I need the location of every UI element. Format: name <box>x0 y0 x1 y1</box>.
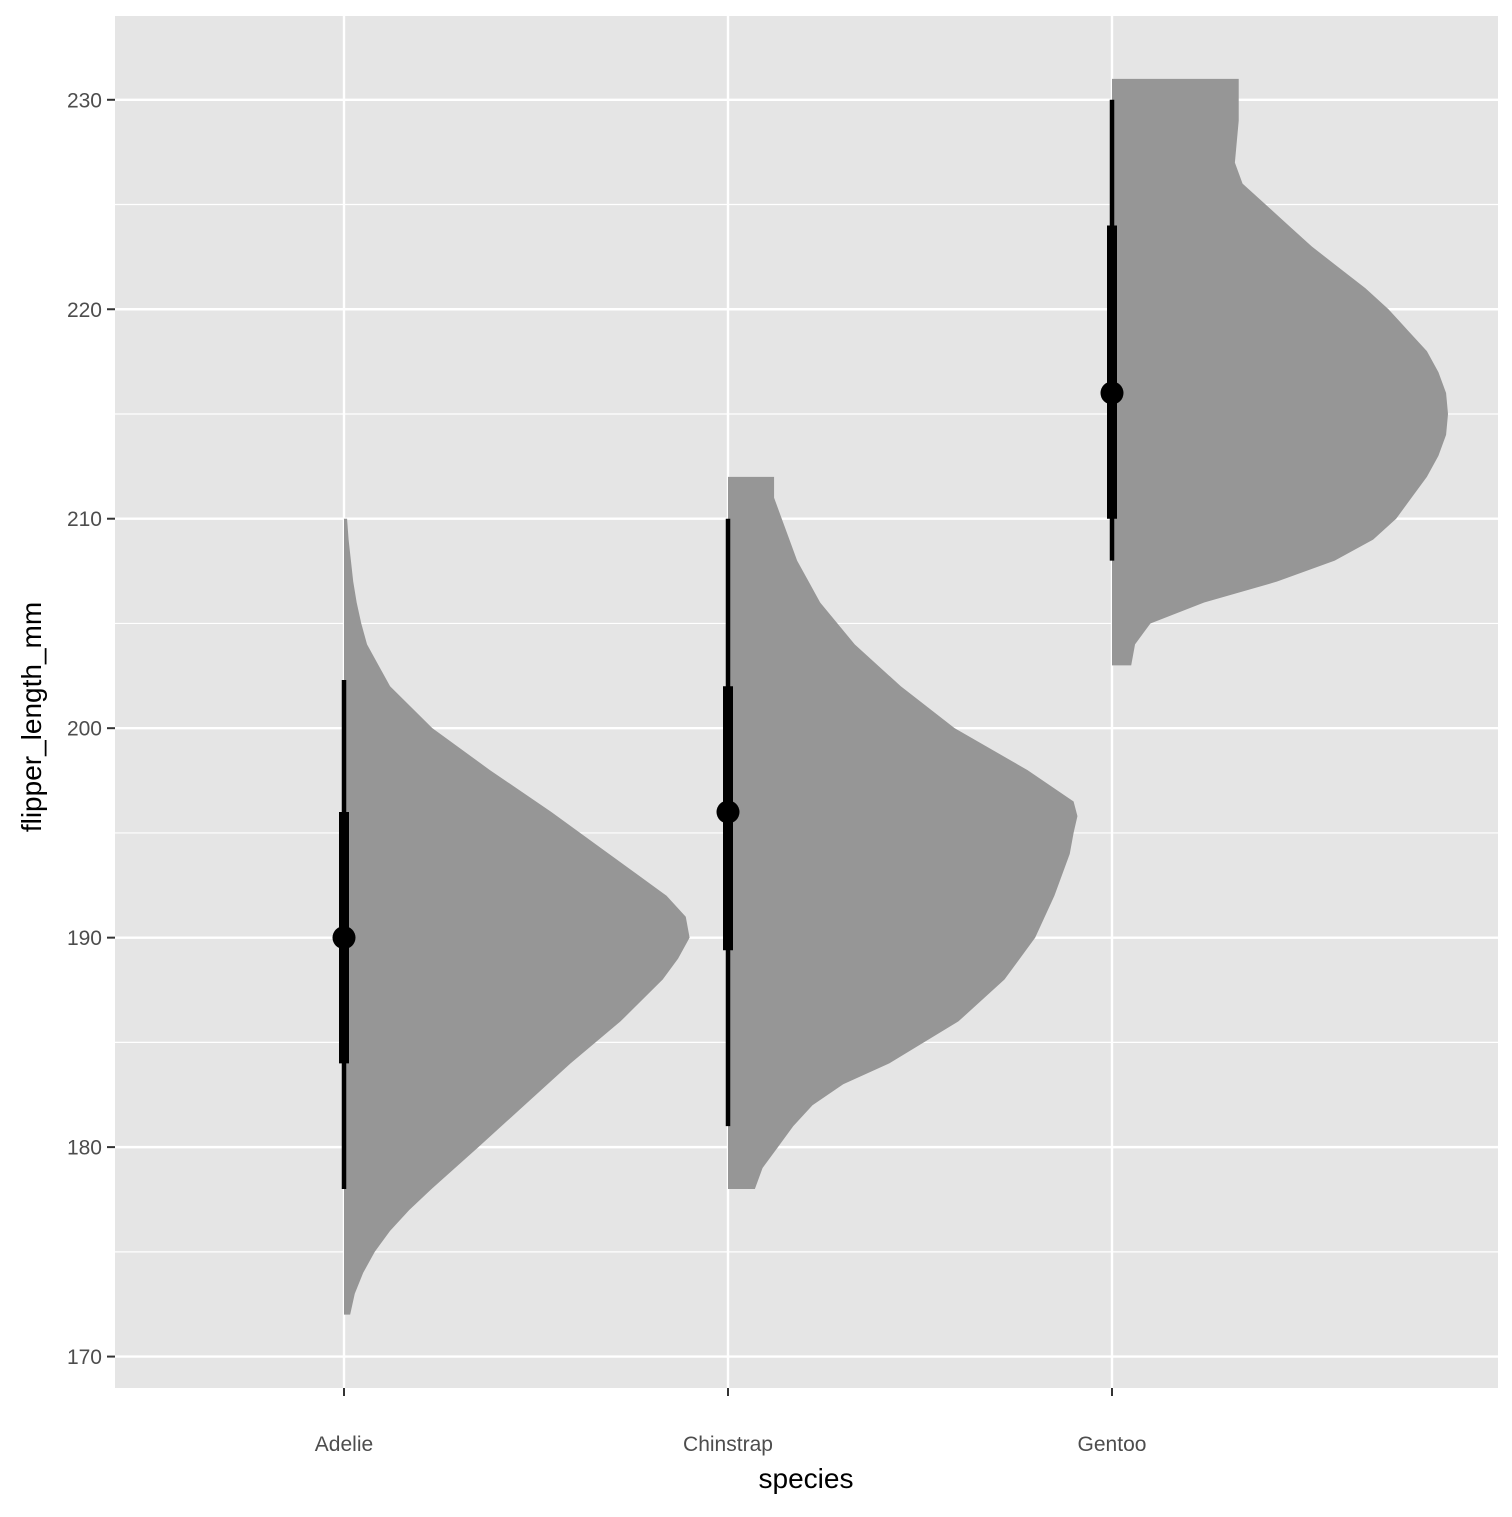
median-point-chinstrap <box>716 800 740 824</box>
density-chinstrap <box>728 476 1078 1190</box>
median-point-adelie <box>332 926 356 950</box>
x-axis: Adelie Chinstrap Gentoo <box>315 1388 1147 1456</box>
density-gentoo <box>1112 78 1448 666</box>
x-tick-label: Adelie <box>315 1433 373 1456</box>
median-point-gentoo <box>1100 381 1124 405</box>
y-tick-label: 190 <box>67 927 102 950</box>
y-tick-label: 210 <box>67 508 102 531</box>
y-tick-label: 230 <box>67 89 102 112</box>
y-tick-label: 200 <box>67 718 102 741</box>
density-adelie <box>344 518 690 1315</box>
y-axis-title: flipper_length_mm <box>16 602 47 832</box>
x-tick-label: Chinstrap <box>683 1433 773 1456</box>
y-tick-label: 220 <box>67 299 102 322</box>
y-tick-label: 180 <box>67 1137 102 1160</box>
y-axis: 170 180 190 200 210 220 230 <box>67 89 115 1369</box>
interval-layer <box>332 99 1124 1190</box>
y-tick-label: 170 <box>67 1346 102 1369</box>
x-axis-title: species <box>759 1463 854 1494</box>
density-layer <box>344 78 1448 1315</box>
x-tick-label: Gentoo <box>1078 1433 1147 1456</box>
